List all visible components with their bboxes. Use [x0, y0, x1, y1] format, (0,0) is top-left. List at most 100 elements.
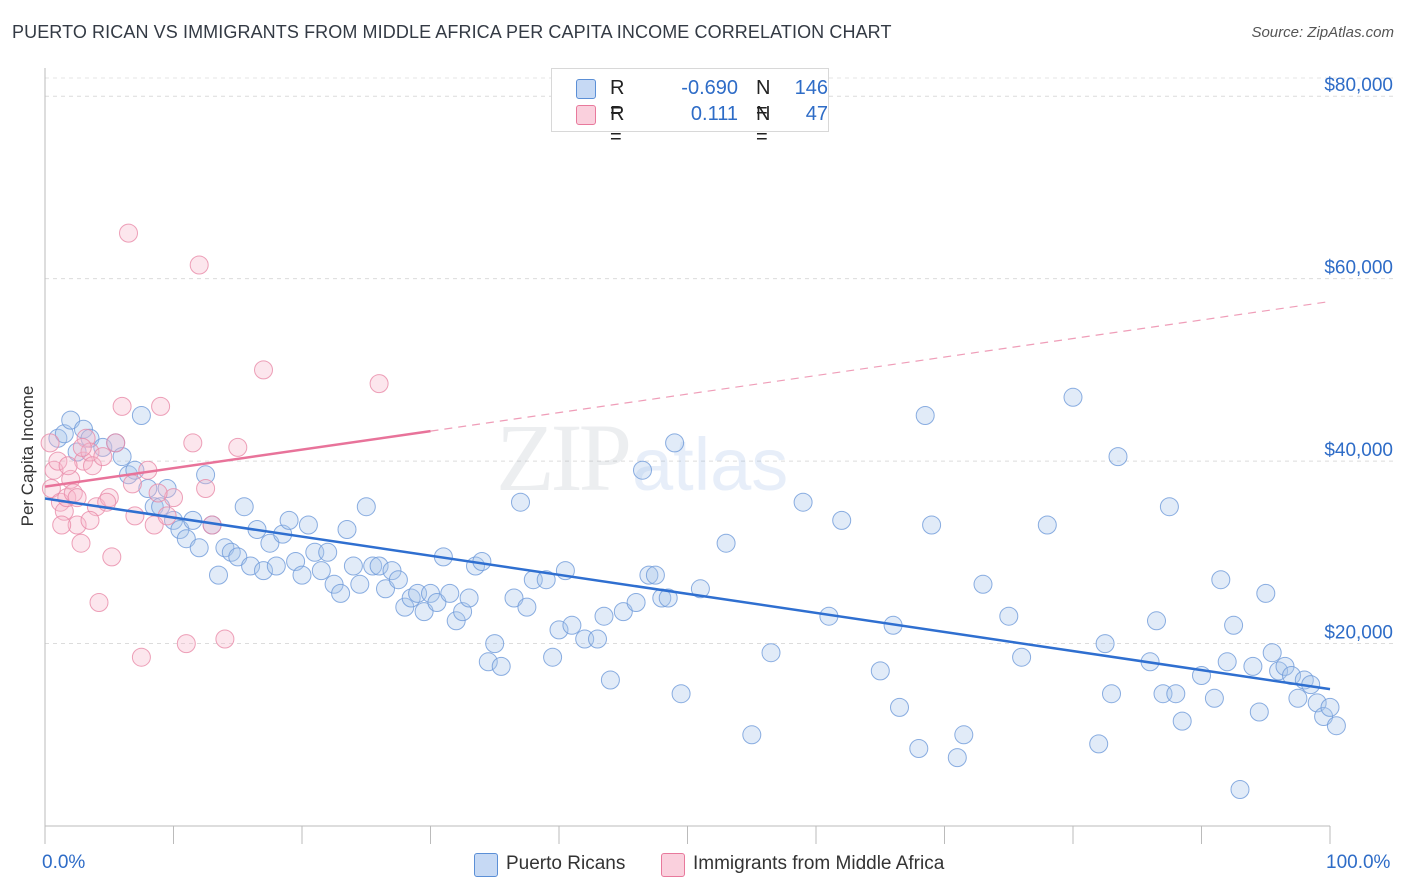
point-puerto-rican: [1012, 647, 1032, 667]
point-middle-africa: [48, 451, 68, 471]
legend-n-value: 146: [794, 77, 828, 99]
point-puerto-rican: [363, 556, 383, 576]
point-puerto-rican: [658, 588, 678, 608]
legend-r-value: -0.690: [681, 77, 738, 99]
y-tick-label: $20,000: [1324, 623, 1393, 644]
point-puerto-rican: [626, 593, 646, 612]
point-middle-africa: [144, 515, 164, 535]
trend-line-middle-africa-extension: [430, 300, 1331, 432]
point-puerto-rican: [1172, 711, 1192, 731]
legend-r-label: R =: [610, 77, 625, 122]
point-puerto-rican: [369, 556, 389, 576]
y-axis-label: Per Capita Income: [18, 385, 37, 527]
point-puerto-rican: [947, 748, 967, 768]
point-puerto-rican: [543, 647, 563, 667]
point-middle-africa: [67, 515, 87, 535]
point-middle-africa: [89, 593, 109, 612]
point-puerto-rican: [1159, 497, 1179, 517]
point-puerto-rican: [1217, 652, 1237, 672]
correlation-legend: R = -0.690 N = 146 R = 0.111 N = 47: [551, 68, 829, 148]
point-puerto-rican: [716, 533, 736, 553]
point-middle-africa: [183, 433, 203, 453]
point-puerto-rican: [1256, 583, 1276, 603]
point-middle-africa: [93, 447, 113, 467]
point-puerto-rican: [376, 579, 395, 599]
source-label: Source: ZipAtlas.com: [1251, 24, 1394, 41]
point-puerto-rican: [209, 565, 228, 585]
point-puerto-rican: [1262, 643, 1282, 663]
point-middle-africa: [112, 396, 132, 416]
point-middle-africa: [196, 479, 216, 498]
point-middle-africa: [131, 647, 151, 667]
point-middle-africa: [122, 474, 142, 494]
legend-n-value: 47: [805, 103, 828, 125]
point-puerto-rican: [517, 597, 537, 617]
point-puerto-rican: [536, 570, 556, 590]
point-middle-africa: [119, 223, 138, 243]
legend-swatch-blue: [576, 79, 596, 99]
legend-n-label: N =: [756, 77, 771, 122]
point-puerto-rican: [254, 561, 273, 581]
point-puerto-rican: [427, 593, 447, 612]
point-puerto-rican: [511, 492, 530, 512]
point-puerto-rican: [1326, 716, 1346, 736]
y-tick-label: $40,000: [1324, 440, 1393, 461]
trend-line-puerto-ricans: [44, 497, 1331, 691]
axes: [44, 68, 1331, 844]
point-puerto-rican: [1102, 684, 1121, 704]
point-puerto-rican: [973, 574, 993, 594]
point-middle-africa: [102, 547, 122, 567]
point-puerto-rican: [1211, 570, 1231, 590]
point-middle-africa: [72, 437, 92, 457]
point-puerto-rican: [343, 556, 363, 576]
point-puerto-rican: [504, 588, 524, 608]
point-middle-africa: [148, 483, 168, 503]
legend-r-value: 0.111: [690, 103, 738, 125]
point-puerto-rican: [594, 606, 614, 626]
point-middle-africa: [58, 456, 78, 476]
point-middle-africa: [164, 488, 183, 508]
x-tick-label-max: 100.0%: [1326, 852, 1391, 873]
point-puerto-rican: [549, 620, 569, 640]
point-puerto-rican: [1095, 634, 1115, 654]
chart-title: PUERTO RICAN VS IMMIGRANTS FROM MIDDLE A…: [12, 22, 892, 42]
point-middle-africa: [71, 533, 91, 553]
point-puerto-rican: [690, 579, 710, 599]
point-puerto-rican: [890, 697, 909, 717]
point-puerto-rican: [671, 684, 691, 704]
point-middle-africa: [125, 506, 145, 526]
legend-r-label: R =: [610, 103, 625, 148]
point-puerto-rican: [440, 583, 460, 603]
point-puerto-rican: [588, 629, 607, 649]
point-middle-africa: [369, 374, 389, 394]
series-puerto-ricans: [48, 387, 1346, 799]
point-puerto-rican: [459, 588, 479, 608]
point-puerto-rican: [870, 661, 890, 681]
bottom-legend-swatch-blue: [474, 853, 498, 877]
point-puerto-rican: [1204, 688, 1224, 708]
point-puerto-rican: [633, 460, 652, 480]
bottom-legend-label: Puerto Ricans: [506, 853, 626, 874]
watermark-atlas: atlas: [632, 423, 788, 506]
point-middle-africa: [106, 433, 126, 453]
point-middle-africa: [80, 510, 100, 530]
point-puerto-rican: [1147, 611, 1166, 631]
point-puerto-rican: [356, 497, 376, 517]
point-puerto-rican: [1037, 515, 1057, 535]
point-middle-africa: [189, 255, 209, 275]
point-puerto-rican: [999, 606, 1019, 626]
point-puerto-rican: [491, 656, 511, 676]
bottom-legend-label: Immigrants from Middle Africa: [693, 853, 945, 874]
point-puerto-rican: [562, 615, 582, 635]
point-puerto-rican: [1166, 684, 1186, 704]
x-tick-label-min: 0.0%: [42, 852, 86, 873]
point-puerto-rican: [1243, 656, 1263, 676]
legend-n-label: N =: [756, 103, 771, 148]
point-middle-africa: [151, 396, 171, 416]
point-middle-africa: [215, 629, 235, 649]
point-puerto-rican: [298, 515, 318, 535]
point-puerto-rican: [292, 565, 312, 585]
point-puerto-rican: [909, 739, 929, 758]
point-puerto-rican: [1230, 780, 1250, 799]
point-puerto-rican: [196, 465, 216, 485]
